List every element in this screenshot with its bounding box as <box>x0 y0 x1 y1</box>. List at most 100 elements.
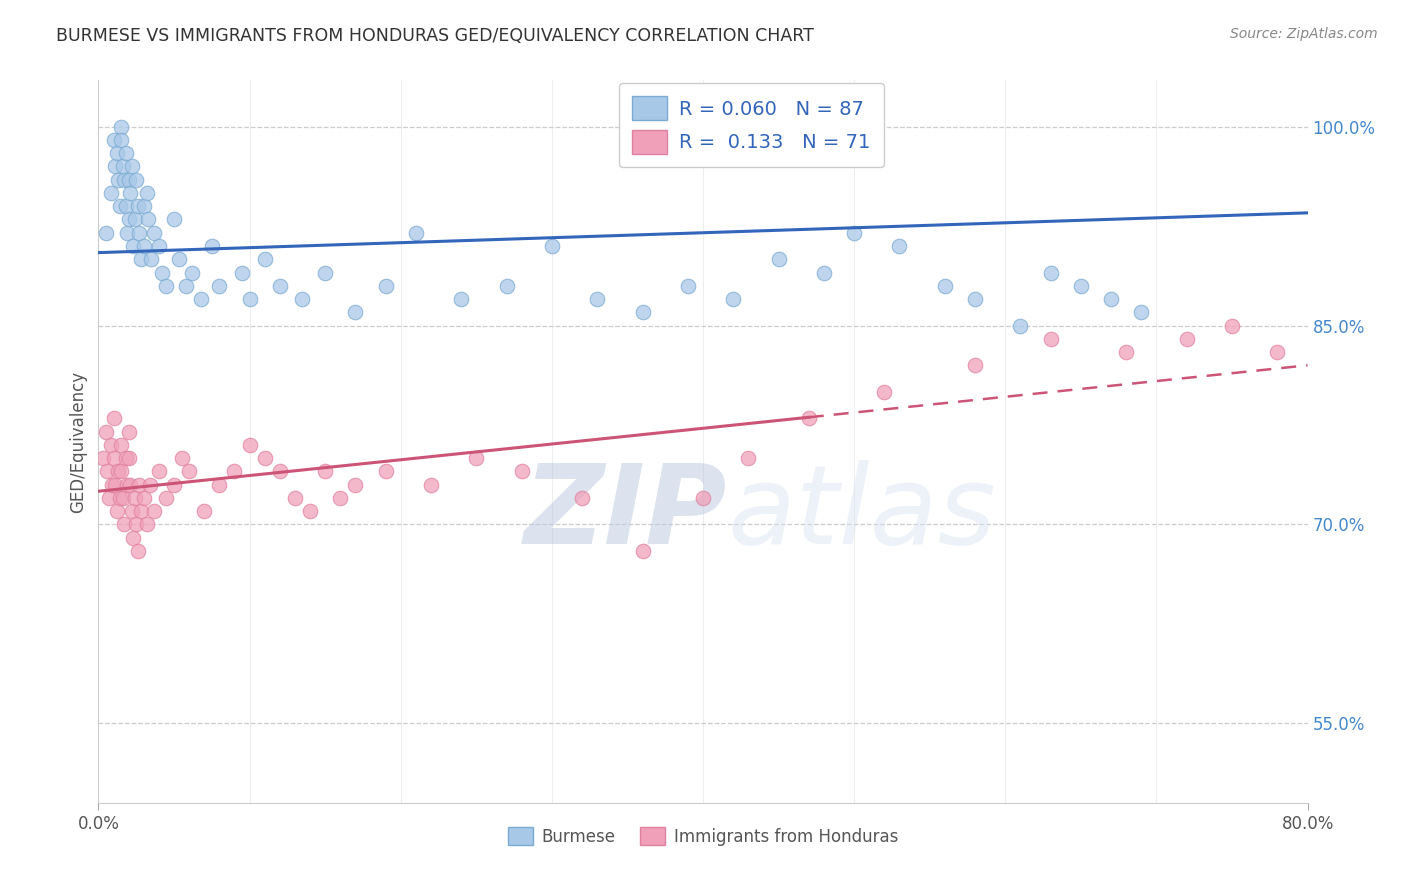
Point <box>797 411 820 425</box>
Point <box>115 226 138 240</box>
Point <box>873 384 896 399</box>
Point <box>269 278 291 293</box>
Point <box>676 278 699 293</box>
Point <box>132 491 155 505</box>
Point <box>163 212 186 227</box>
Point <box>420 477 443 491</box>
Point <box>104 477 127 491</box>
Point <box>631 544 654 558</box>
Point <box>284 491 307 505</box>
Point <box>120 477 142 491</box>
Point <box>111 160 134 174</box>
Point <box>723 292 745 306</box>
Point <box>314 464 336 478</box>
Point <box>965 359 987 373</box>
Point <box>167 252 190 267</box>
Point <box>253 252 276 267</box>
Point <box>208 477 231 491</box>
Point <box>110 133 132 147</box>
Point <box>132 199 155 213</box>
Point <box>239 292 262 306</box>
Point <box>586 292 609 306</box>
Point <box>115 477 138 491</box>
Point <box>181 266 204 280</box>
Point <box>224 464 246 478</box>
Point <box>105 504 128 518</box>
Point <box>571 491 593 505</box>
Point <box>190 292 212 306</box>
Text: atlas: atlas <box>727 460 995 567</box>
Point <box>253 451 276 466</box>
Point <box>110 464 132 478</box>
Point <box>208 278 231 293</box>
Point <box>118 425 141 439</box>
Point <box>193 504 215 518</box>
Point <box>1175 332 1198 346</box>
Point <box>148 239 170 253</box>
Point <box>965 292 987 306</box>
Point <box>1115 345 1137 359</box>
Point <box>110 120 132 134</box>
Point <box>269 464 291 478</box>
Point <box>136 212 159 227</box>
Point <box>155 491 177 505</box>
Point <box>103 133 125 147</box>
Point <box>125 517 148 532</box>
Point <box>121 504 143 518</box>
Point <box>129 252 152 267</box>
Point <box>934 278 956 293</box>
Point <box>813 266 835 280</box>
Point <box>107 172 129 186</box>
Point <box>1099 292 1122 306</box>
Point <box>114 451 136 466</box>
Point <box>103 451 125 466</box>
Point <box>118 451 141 466</box>
Point <box>231 266 253 280</box>
Point <box>374 464 396 478</box>
Point <box>155 278 177 293</box>
Point <box>118 172 141 186</box>
Point <box>143 504 166 518</box>
Point <box>1220 318 1243 333</box>
Point <box>1039 332 1062 346</box>
Point <box>291 292 314 306</box>
Point <box>124 212 146 227</box>
Point <box>94 425 117 439</box>
Point <box>163 477 186 491</box>
Point <box>1267 345 1289 359</box>
Point <box>889 239 911 253</box>
Point <box>104 160 127 174</box>
Point <box>631 305 654 319</box>
Point <box>112 517 135 532</box>
Point <box>122 531 145 545</box>
Point <box>170 451 193 466</box>
Point <box>692 491 714 505</box>
Point <box>96 464 118 478</box>
Point <box>124 491 146 505</box>
Text: Source: ZipAtlas.com: Source: ZipAtlas.com <box>1230 27 1378 41</box>
Point <box>103 411 125 425</box>
Point <box>179 464 201 478</box>
Point <box>110 438 132 452</box>
Point <box>135 517 157 532</box>
Point <box>91 451 114 466</box>
Point <box>1039 266 1062 280</box>
Y-axis label: GED/Equivalency: GED/Equivalency <box>69 370 87 513</box>
Point <box>143 226 166 240</box>
Point <box>844 226 866 240</box>
Point <box>465 451 488 466</box>
Point <box>495 278 517 293</box>
Point <box>120 186 142 200</box>
Point <box>127 544 149 558</box>
Point <box>768 252 790 267</box>
Point <box>127 199 149 213</box>
Point <box>111 491 134 505</box>
Point <box>139 477 162 491</box>
Point <box>299 504 322 518</box>
Point <box>450 292 472 306</box>
Point <box>94 226 117 240</box>
Point <box>114 199 136 213</box>
Point <box>174 278 197 293</box>
Point <box>98 491 121 505</box>
Point <box>114 146 136 161</box>
